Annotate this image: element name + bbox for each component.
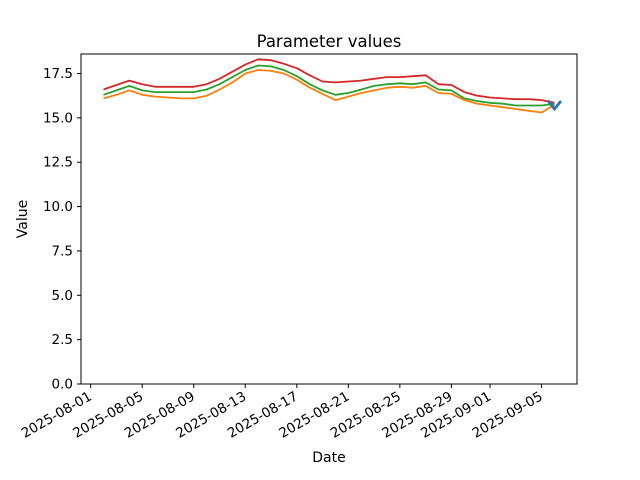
y-tick-label: 5.0 xyxy=(52,288,73,304)
y-axis-label: Value xyxy=(15,199,31,239)
y-tick-label: 12.5 xyxy=(43,155,73,171)
series-line-series-orange xyxy=(103,69,555,114)
series-line-series-green xyxy=(103,64,555,107)
x-axis-label: Date xyxy=(312,450,346,466)
end-caret-marker xyxy=(546,99,563,112)
y-tick-label: 2.5 xyxy=(52,332,73,348)
plot-border xyxy=(80,53,578,385)
y-tick-label: 17.5 xyxy=(43,66,73,82)
y-tick-label: 7.5 xyxy=(52,243,73,259)
y-tick-label: 10.0 xyxy=(43,199,73,215)
chart-title: Parameter values xyxy=(256,32,402,51)
y-tick-label: 0.0 xyxy=(52,377,73,393)
y-tick-label: 15.0 xyxy=(43,110,73,126)
series-line-series-red xyxy=(103,58,555,104)
